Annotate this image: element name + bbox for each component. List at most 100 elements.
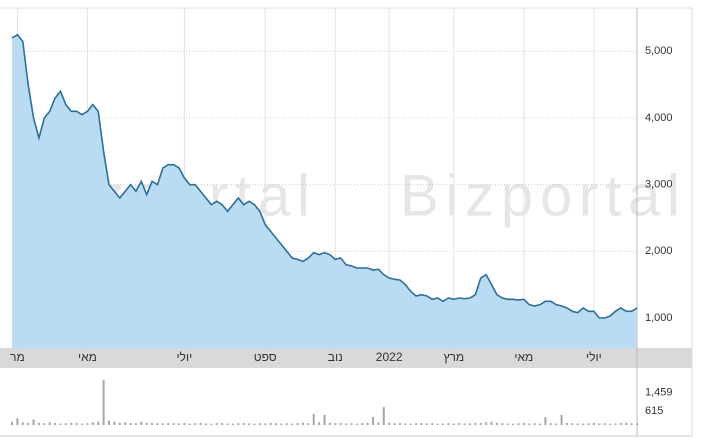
volume-bar (113, 421, 116, 425)
volume-bar (237, 423, 240, 425)
volume-bar (345, 423, 348, 425)
volume-bar (420, 422, 423, 425)
volume-bar (447, 423, 450, 425)
volume-bar (366, 422, 369, 425)
volume-bar (156, 423, 159, 425)
volume-bar (603, 423, 606, 425)
volume-bar (59, 423, 62, 425)
volume-bar (242, 422, 245, 425)
volume-bar (32, 419, 35, 425)
volume-bar (11, 421, 13, 425)
volume-bar (479, 422, 482, 425)
y-tick-label: 5,000 (645, 45, 673, 57)
volume-bar (91, 422, 94, 425)
volume-bar (388, 422, 391, 425)
volume-bar (129, 422, 132, 425)
volume-bar (361, 422, 364, 425)
y-tick-label: 4,000 (645, 112, 673, 124)
volume-bar (178, 423, 181, 425)
volume-bar (307, 423, 310, 425)
volume-bar (107, 420, 110, 425)
volume-bar (275, 423, 278, 425)
y-tick-label: 1,000 (645, 312, 673, 324)
volume-bar (27, 422, 30, 425)
volume-bar (436, 423, 439, 425)
volume-bar (539, 423, 542, 425)
volume-bar (285, 423, 288, 425)
volume-bar (425, 423, 428, 425)
volume-bar (21, 422, 24, 425)
volume-bar (404, 423, 407, 425)
volume-bar (248, 423, 251, 425)
volume-bar (134, 423, 137, 425)
watermark: Bizportal (400, 163, 680, 228)
volume-bar (188, 423, 191, 425)
volume-bar (280, 423, 283, 425)
volume-bar (118, 422, 121, 425)
volume-bar (37, 422, 40, 425)
volume-bar (377, 422, 380, 425)
volume-bar (43, 423, 46, 425)
volume-bar (54, 422, 57, 425)
volume-bar (501, 423, 504, 425)
x-axis-band (0, 348, 692, 368)
volume-bar (350, 423, 353, 425)
volume-bar (97, 421, 100, 425)
volume-bar (199, 422, 202, 425)
volume-bar (517, 423, 520, 425)
volume-bar (124, 422, 127, 425)
volume-bar (318, 422, 321, 425)
volume-bar (371, 417, 374, 425)
volume-bar (576, 423, 579, 425)
volume-bar (339, 422, 342, 425)
volume-bar (204, 423, 207, 425)
volume-bar (86, 423, 89, 425)
volume-bar (215, 423, 218, 425)
volume-bar (382, 407, 385, 425)
volume-bar (70, 422, 73, 425)
price-line (11, 33, 638, 319)
volume-bar (630, 423, 633, 425)
volume-bar (301, 422, 304, 425)
volume-bar (560, 414, 563, 425)
volume-bar (296, 422, 299, 425)
volume-bar (474, 422, 477, 425)
volume-bar (415, 423, 418, 425)
volume-bar (452, 423, 455, 425)
volume-bar (16, 418, 19, 425)
x-tick-label: מר (10, 350, 25, 364)
volume-bar (495, 422, 498, 425)
volume-bar (544, 417, 547, 425)
volume-bar (64, 423, 67, 425)
volume-bar (48, 422, 51, 425)
volume-bar (75, 422, 78, 425)
volume-bar (102, 380, 105, 425)
volume-bar (334, 423, 337, 425)
volume-bar (625, 422, 628, 425)
volume-bar (194, 423, 197, 425)
volume-bar (231, 423, 234, 425)
y-tick-label: 1,459 (645, 386, 673, 398)
y-tick-label: 615 (645, 405, 663, 417)
volume-bar (161, 423, 164, 425)
volume-bar (468, 423, 471, 425)
volume-bar (522, 422, 525, 425)
volume-bar (619, 422, 622, 425)
volume-bar (565, 422, 568, 425)
volume-bar (528, 423, 531, 425)
volume-bar (140, 421, 143, 425)
volume-bar (571, 423, 574, 425)
volume-bar (151, 422, 154, 425)
volume-bar (226, 423, 229, 425)
volume-bar (167, 422, 170, 425)
volume-bar (442, 423, 445, 425)
x-tick-label: מאי (78, 350, 97, 364)
volume-bar (253, 423, 256, 425)
volume-bar (582, 423, 585, 425)
volume-bar (549, 423, 552, 425)
volume-bar (533, 423, 536, 425)
volume-bar (291, 423, 294, 425)
volume-bar (323, 414, 326, 425)
volume-bar (431, 423, 434, 425)
volume-bar (393, 423, 396, 425)
